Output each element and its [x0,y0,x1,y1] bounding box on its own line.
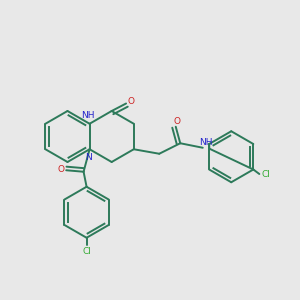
Text: N: N [85,153,92,162]
Text: NH: NH [200,138,213,147]
Text: NH: NH [81,111,95,120]
Text: O: O [128,97,134,106]
Text: Cl: Cl [262,170,270,179]
Text: Cl: Cl [83,247,92,256]
Text: O: O [173,117,180,126]
Text: O: O [57,165,64,174]
